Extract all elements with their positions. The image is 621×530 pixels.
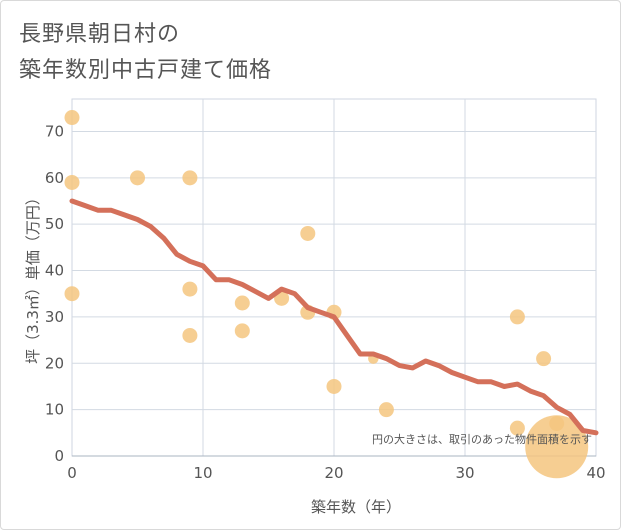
scatter-point — [525, 415, 589, 479]
x-tick-label: 20 — [324, 464, 343, 482]
y-tick-label: 70 — [45, 122, 64, 140]
y-tick-label: 10 — [45, 401, 64, 419]
y-tick-label: 0 — [54, 447, 64, 465]
x-tick-label: 10 — [193, 464, 212, 482]
scatter-point — [234, 323, 250, 339]
chart-title-line2: 築年数別中古戸建て価格 — [19, 58, 273, 83]
y-tick-label: 50 — [45, 215, 64, 233]
chart-title-line1: 長野県朝日村の — [19, 22, 181, 47]
y-tick-label: 40 — [45, 262, 64, 280]
y-tick-label: 60 — [45, 169, 64, 187]
size-note: 円の大きさは、取引のあった物件面積を示す — [372, 432, 592, 446]
scatter-point — [300, 225, 316, 241]
average-price-line — [69, 198, 599, 436]
scatter-point — [509, 420, 525, 436]
y-axis-label: 坪（3.3㎡）単価（万円） — [24, 190, 42, 364]
grid — [72, 99, 596, 457]
x-tick-label: 0 — [67, 464, 77, 482]
scatter-point — [182, 281, 198, 297]
line-series — [69, 198, 599, 436]
y-tick-label: 20 — [45, 354, 64, 372]
chart-title: 長野県朝日村の 築年数別中古戸建て価格 — [19, 17, 272, 89]
x-axis-label: 築年数（年） — [311, 498, 401, 516]
scatter-point — [64, 286, 80, 302]
scatter-point — [509, 309, 525, 325]
ticks: 0 10 20 30 40 50 60 70 0 10 20 30 40 — [45, 122, 606, 482]
scatter-point — [536, 351, 552, 367]
scatter-point — [326, 378, 342, 394]
scatter-point — [378, 402, 394, 418]
scatter-point — [130, 170, 145, 186]
scatter-point — [234, 295, 250, 311]
scatter-point — [64, 174, 80, 190]
x-tick-label: 40 — [586, 464, 605, 482]
scatter-point — [64, 110, 80, 126]
x-tick-label: 30 — [455, 464, 474, 482]
scatter-point — [182, 170, 198, 186]
y-tick-label: 30 — [45, 308, 64, 326]
scatter-point — [182, 327, 198, 343]
